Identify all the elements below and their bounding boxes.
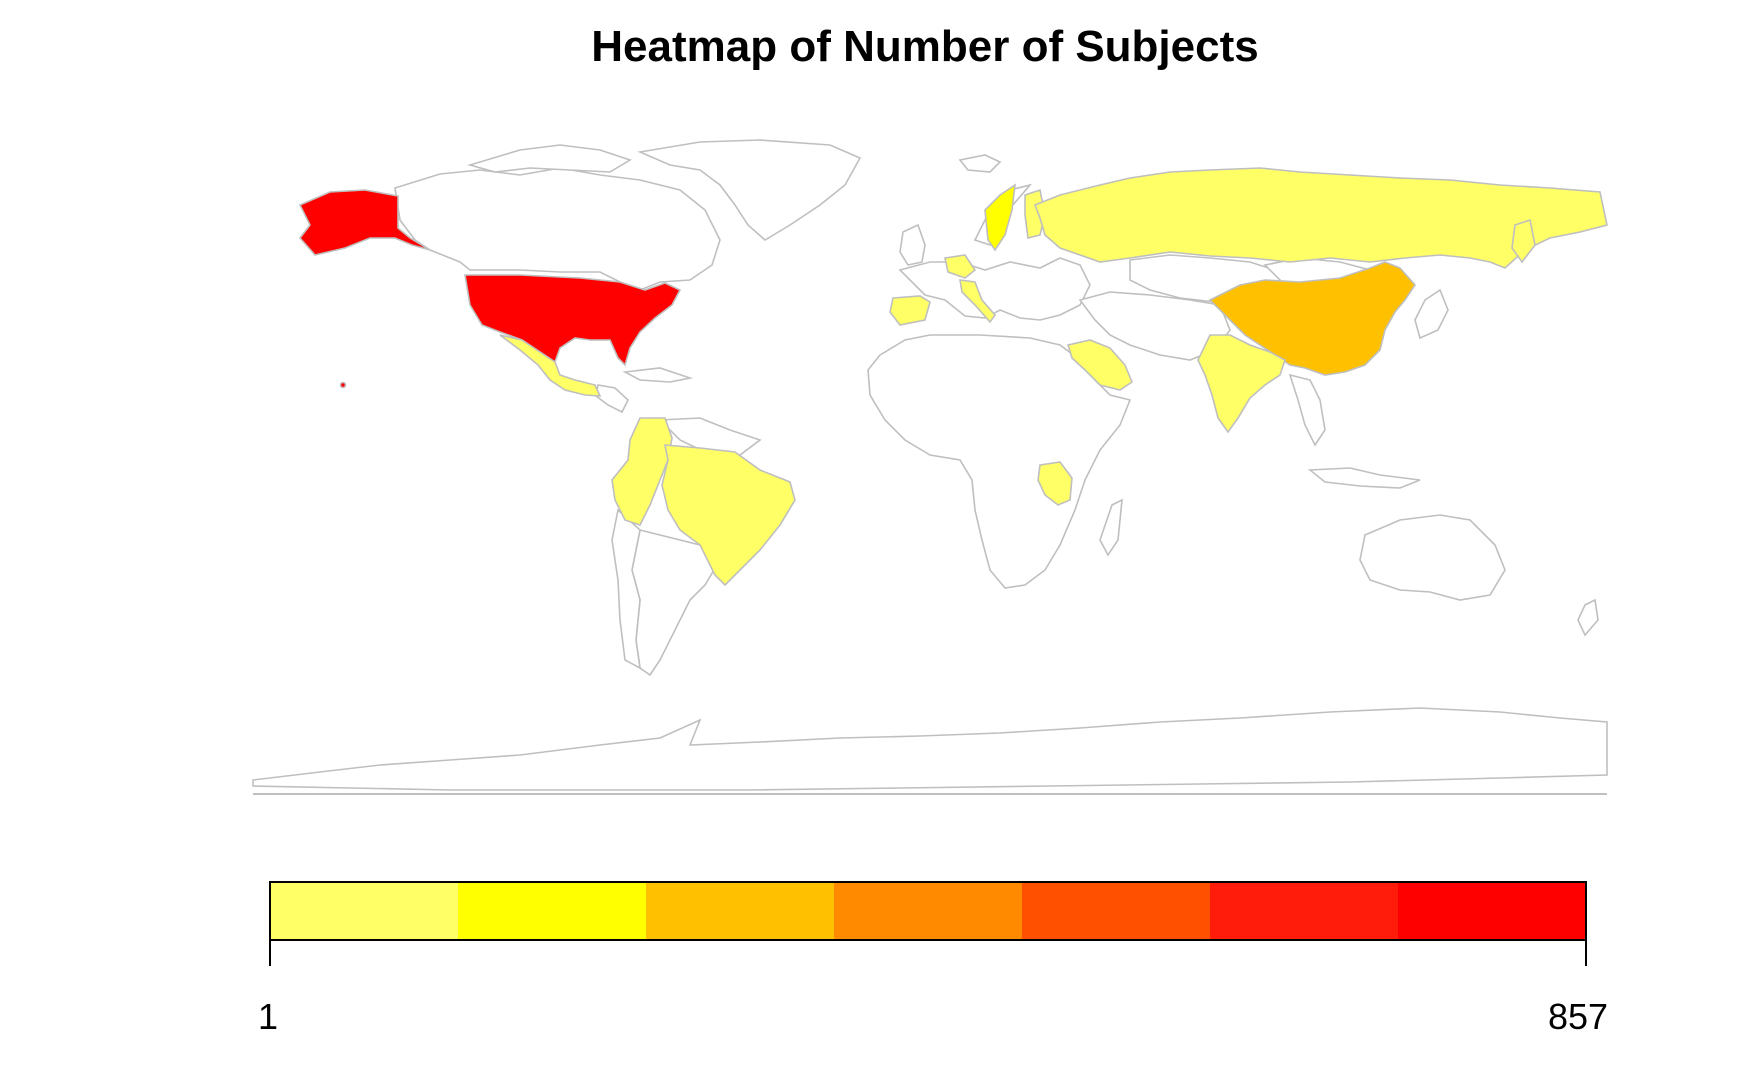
country-alaska xyxy=(298,189,431,256)
legend-label-max: 857 xyxy=(1548,996,1609,1037)
country-spain xyxy=(889,295,931,326)
country-finland xyxy=(1024,188,1046,239)
country-japan xyxy=(1414,288,1449,340)
country-southeast-asia xyxy=(1288,373,1326,447)
legend-bin-4 xyxy=(834,882,1022,940)
country-chile xyxy=(611,508,642,670)
country-india xyxy=(1197,334,1286,434)
country-central-europe xyxy=(944,254,977,279)
country-tanzania xyxy=(1037,461,1073,506)
country-indonesia xyxy=(1307,467,1421,489)
country-arctic-islands xyxy=(467,144,632,173)
highlighted-countries xyxy=(298,167,1608,587)
legend-bin-2 xyxy=(458,882,646,940)
country-brazil xyxy=(661,444,796,587)
country-cuba xyxy=(622,367,694,383)
legend-bin-5 xyxy=(1022,882,1210,940)
country-madagascar xyxy=(1099,498,1123,557)
legend-bin-1 xyxy=(270,882,458,940)
country-africa xyxy=(867,334,1132,589)
legend-bin-7 xyxy=(1398,882,1586,940)
legend-label-min: 1 xyxy=(258,996,279,1037)
country-mexico xyxy=(499,334,602,397)
country-iceland xyxy=(958,154,1002,173)
country-hawaii xyxy=(339,381,347,389)
country-italy xyxy=(959,279,997,324)
country-australia xyxy=(1359,514,1506,601)
country-greenland xyxy=(637,139,862,241)
country-central-america xyxy=(595,384,629,414)
land-outlines xyxy=(252,139,1608,791)
country-saudi-arabia xyxy=(1066,339,1133,391)
country-venezuela-guianas xyxy=(658,417,762,456)
country-new-zealand xyxy=(1577,598,1599,637)
country-uk xyxy=(899,223,926,266)
country-russia-kamchatka xyxy=(1511,218,1536,264)
country-russia xyxy=(1033,167,1608,269)
country-colombia-peru xyxy=(611,417,673,526)
legend-colorbar xyxy=(269,881,1587,966)
country-europe-west xyxy=(898,257,1091,321)
legend-bin-3 xyxy=(646,882,834,940)
country-united-states xyxy=(464,274,682,367)
country-sweden xyxy=(984,183,1017,252)
country-canada xyxy=(394,167,721,291)
chart-title: Heatmap of Number of Subjects xyxy=(591,22,1259,71)
country-antarctica xyxy=(252,707,1608,791)
legend-bin-6 xyxy=(1210,882,1398,940)
